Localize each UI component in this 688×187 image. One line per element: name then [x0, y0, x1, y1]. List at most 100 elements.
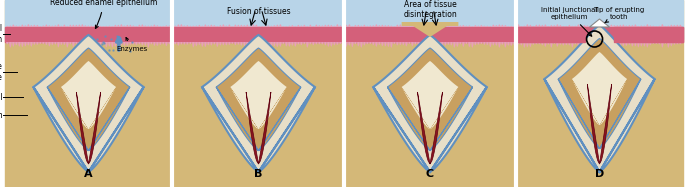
Polygon shape	[565, 26, 568, 27]
Polygon shape	[150, 25, 153, 27]
Text: Fusion of tissues: Fusion of tissues	[226, 7, 290, 16]
Polygon shape	[529, 42, 532, 47]
Polygon shape	[288, 42, 291, 47]
Bar	[516, 0, 683, 187]
Polygon shape	[162, 26, 165, 27]
Polygon shape	[447, 26, 450, 27]
Polygon shape	[625, 25, 628, 27]
Polygon shape	[96, 25, 99, 27]
Polygon shape	[129, 25, 132, 27]
Polygon shape	[117, 42, 120, 45]
Polygon shape	[90, 26, 93, 27]
Polygon shape	[372, 42, 375, 45]
Polygon shape	[432, 24, 435, 27]
Polygon shape	[378, 42, 381, 45]
Polygon shape	[360, 42, 363, 48]
Polygon shape	[312, 26, 315, 27]
Polygon shape	[279, 42, 282, 47]
Polygon shape	[202, 35, 315, 172]
Polygon shape	[535, 42, 538, 45]
Bar	[173, 27, 344, 42]
Polygon shape	[273, 25, 276, 27]
Polygon shape	[486, 42, 489, 45]
Polygon shape	[342, 25, 345, 27]
Polygon shape	[9, 42, 12, 48]
Text: C: C	[426, 169, 434, 179]
Polygon shape	[613, 25, 616, 27]
Text: Enamel: Enamel	[0, 93, 3, 102]
Polygon shape	[47, 48, 130, 151]
Polygon shape	[471, 26, 474, 27]
Polygon shape	[492, 42, 495, 46]
Polygon shape	[381, 25, 384, 27]
Polygon shape	[255, 42, 258, 45]
Polygon shape	[411, 25, 414, 27]
Polygon shape	[57, 42, 60, 48]
Polygon shape	[282, 42, 285, 44]
Bar	[516, 0, 683, 39]
Polygon shape	[111, 26, 114, 27]
Polygon shape	[219, 42, 222, 46]
Polygon shape	[592, 24, 595, 27]
Polygon shape	[595, 42, 598, 47]
Polygon shape	[568, 42, 571, 45]
Polygon shape	[450, 24, 453, 27]
Polygon shape	[246, 42, 249, 47]
Text: Enzymes: Enzymes	[116, 37, 147, 52]
Polygon shape	[667, 25, 670, 27]
Polygon shape	[568, 25, 571, 27]
Polygon shape	[276, 24, 279, 27]
Polygon shape	[523, 42, 526, 48]
Polygon shape	[168, 25, 171, 27]
Polygon shape	[33, 42, 36, 45]
Polygon shape	[237, 42, 240, 45]
Polygon shape	[111, 42, 114, 48]
Polygon shape	[69, 25, 72, 27]
Polygon shape	[102, 26, 105, 27]
Polygon shape	[15, 42, 18, 45]
Bar	[5, 27, 172, 42]
Polygon shape	[441, 24, 444, 27]
Polygon shape	[27, 24, 30, 27]
Polygon shape	[495, 25, 498, 27]
Polygon shape	[589, 26, 592, 27]
Polygon shape	[640, 42, 643, 47]
Polygon shape	[240, 42, 243, 46]
Polygon shape	[492, 24, 495, 27]
Polygon shape	[402, 61, 458, 130]
Polygon shape	[30, 25, 33, 27]
Polygon shape	[114, 25, 117, 27]
Polygon shape	[631, 25, 634, 27]
Polygon shape	[264, 25, 267, 27]
Polygon shape	[285, 26, 288, 27]
Polygon shape	[174, 25, 177, 27]
Polygon shape	[231, 42, 234, 44]
Polygon shape	[78, 24, 81, 27]
Polygon shape	[165, 25, 168, 27]
Polygon shape	[348, 42, 351, 46]
Polygon shape	[429, 25, 432, 27]
Polygon shape	[114, 42, 117, 47]
Polygon shape	[453, 42, 456, 48]
Polygon shape	[9, 26, 12, 27]
Polygon shape	[138, 42, 141, 45]
Polygon shape	[234, 42, 237, 45]
Polygon shape	[604, 42, 607, 47]
Polygon shape	[120, 24, 123, 27]
Polygon shape	[351, 26, 354, 27]
Polygon shape	[399, 24, 402, 27]
Polygon shape	[258, 42, 261, 45]
Polygon shape	[141, 42, 144, 46]
Polygon shape	[51, 26, 54, 27]
Polygon shape	[595, 24, 598, 27]
Polygon shape	[147, 26, 150, 27]
Polygon shape	[477, 26, 480, 27]
Polygon shape	[670, 25, 673, 27]
Polygon shape	[459, 25, 462, 27]
Polygon shape	[36, 25, 39, 27]
Text: Tip of erupting
tooth: Tip of erupting tooth	[593, 7, 645, 23]
Polygon shape	[219, 25, 222, 27]
Polygon shape	[96, 42, 99, 46]
Polygon shape	[144, 42, 147, 46]
Polygon shape	[240, 25, 243, 27]
